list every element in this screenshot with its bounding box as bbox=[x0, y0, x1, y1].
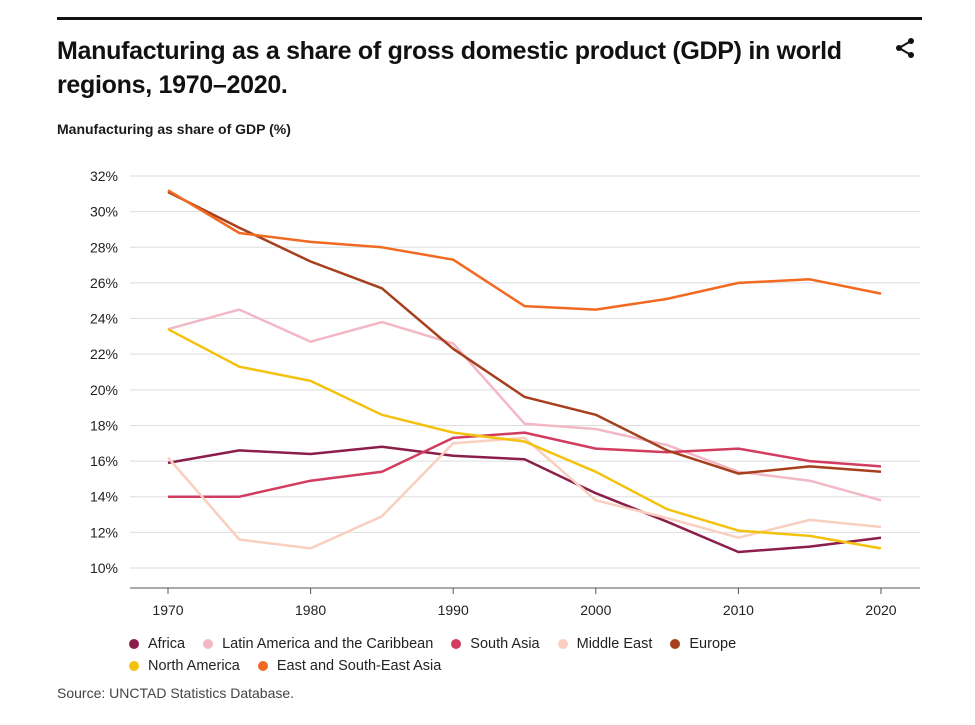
legend-row: North America East and South-East Asia bbox=[129, 655, 929, 677]
y-tick-label: 18% bbox=[90, 417, 118, 433]
y-tick-label: 22% bbox=[90, 346, 118, 362]
x-tick-labels: 1970 1980 1990 2000 2010 2020 bbox=[152, 588, 897, 618]
legend-label: Latin America and the Caribbean bbox=[222, 636, 434, 652]
legend-swatch bbox=[129, 661, 139, 671]
legend-label: South Asia bbox=[470, 636, 540, 652]
legend-label: Middle East bbox=[576, 636, 653, 652]
legend-swatch bbox=[557, 639, 568, 649]
series-lines bbox=[167, 189, 882, 554]
y-tick-label: 30% bbox=[90, 204, 118, 220]
chart-title: Manufacturing as a share of gross domest… bbox=[57, 37, 842, 99]
x-tick-label: 2000 bbox=[580, 602, 611, 618]
legend-swatch bbox=[451, 639, 462, 649]
x-tick-label: 1990 bbox=[438, 602, 469, 618]
x-tick-label: 1980 bbox=[295, 602, 326, 618]
legend-item: South Asia bbox=[451, 636, 540, 652]
series-line-africa bbox=[167, 445, 882, 554]
legend-swatch bbox=[129, 639, 139, 649]
y-tick-label: 20% bbox=[90, 382, 118, 398]
series-line-north-america bbox=[167, 328, 882, 550]
y-axis-label: Manufacturing as share of GDP (%) bbox=[57, 121, 291, 137]
y-tick-label: 28% bbox=[90, 239, 118, 255]
y-tick-label: 32% bbox=[90, 168, 118, 184]
series-line-latin-america-and-the-caribbean bbox=[167, 308, 882, 502]
y-tick-label: 14% bbox=[90, 489, 118, 505]
y-tick-label: 16% bbox=[90, 453, 118, 469]
legend-item: East and South-East Asia bbox=[257, 658, 442, 674]
y-tick-label: 26% bbox=[90, 275, 118, 291]
legend: Africa Latin America and the Caribbean Sou… bbox=[129, 633, 929, 677]
top-rule bbox=[57, 17, 922, 20]
legend-item: Africa bbox=[129, 636, 185, 652]
y-tick-label: 12% bbox=[90, 524, 118, 540]
gridlines bbox=[130, 175, 920, 569]
y-tick-labels: 10% 12% 14% 16% 18% 20% 22% 24% 26% 28% 30% 32% bbox=[90, 168, 118, 576]
legend-swatch bbox=[203, 639, 214, 649]
legend-item: Latin America and the Caribbean bbox=[203, 636, 433, 652]
legend-item: North America bbox=[129, 658, 240, 674]
legend-label: Europe bbox=[689, 636, 737, 652]
legend-swatch bbox=[670, 639, 681, 649]
y-tick-label: 10% bbox=[90, 560, 118, 576]
series-line-south-asia bbox=[168, 431, 882, 498]
legend-swatch bbox=[257, 661, 268, 671]
share-icon[interactable] bbox=[893, 36, 917, 60]
line-chart: 10% 12% 14% 16% 18% 20% 22% 24% 26% 28% 30% 32% 197… bbox=[90, 168, 920, 618]
y-tick-label: 24% bbox=[90, 311, 118, 327]
x-tick-label: 2020 bbox=[865, 602, 896, 618]
legend-row: Africa Latin America and the Caribbean Sou… bbox=[129, 633, 929, 655]
legend-label: North America bbox=[148, 658, 240, 674]
legend-label: Africa bbox=[148, 636, 186, 652]
source-note: Source: UNCTAD Statistics Database. bbox=[57, 685, 295, 701]
series-line-europe bbox=[167, 190, 882, 475]
x-tick-label: 1970 bbox=[152, 602, 183, 618]
legend-item: Middle East bbox=[557, 636, 653, 652]
legend-label: East and South-East Asia bbox=[276, 658, 442, 674]
legend-item: Europe bbox=[670, 636, 736, 652]
x-tick-label: 2010 bbox=[723, 602, 754, 618]
series-line-east-and-south-east-asia bbox=[167, 189, 882, 311]
